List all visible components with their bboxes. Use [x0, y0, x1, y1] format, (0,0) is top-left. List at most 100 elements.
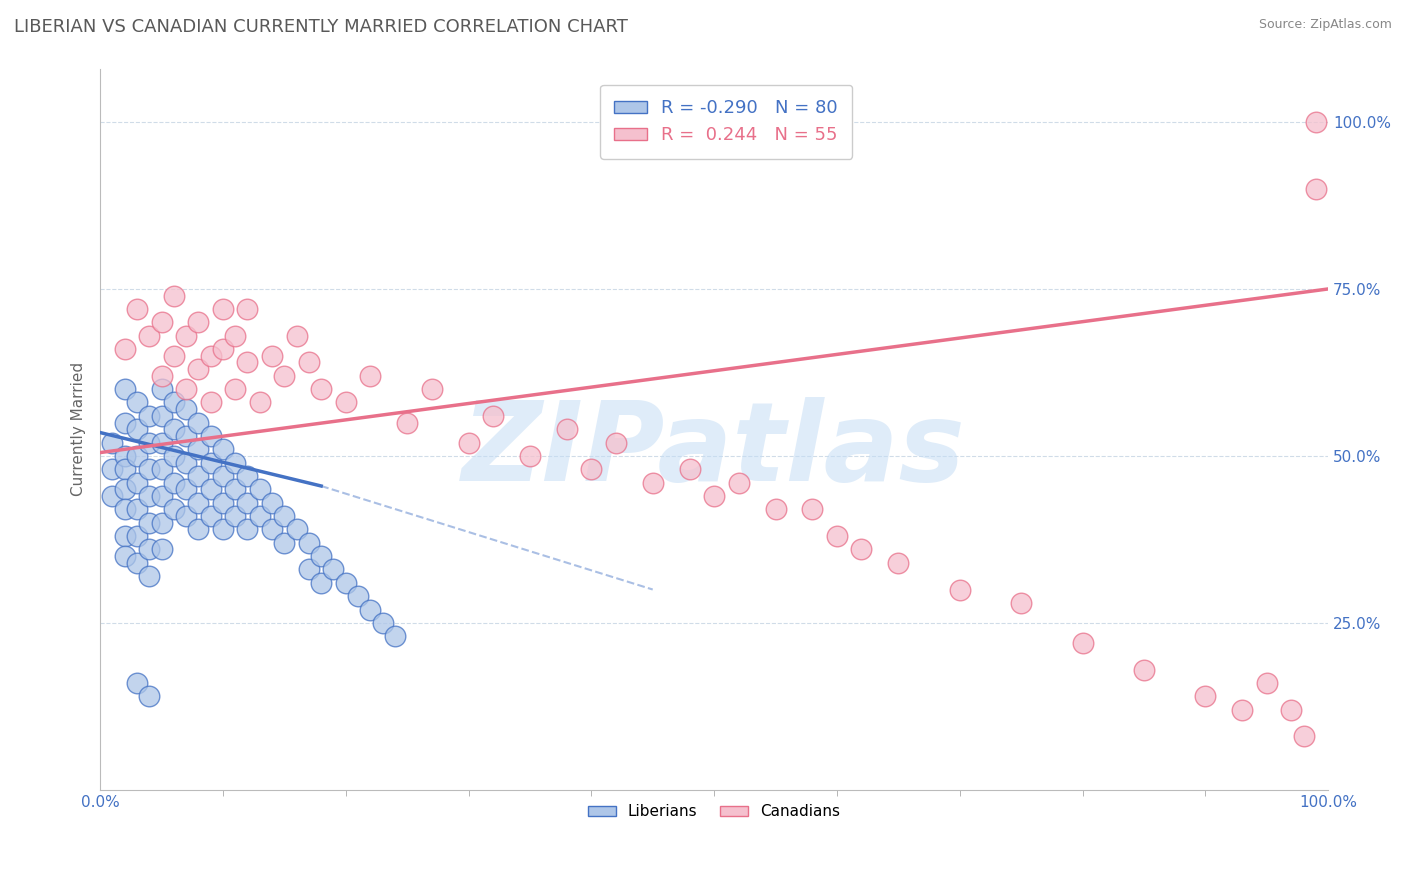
Point [174, 402, 197, 417]
Point [224, 328, 246, 343]
Point [174, 429, 197, 443]
Point [727, 475, 749, 490]
Point [224, 509, 246, 524]
Text: ZIPatlas: ZIPatlas [463, 397, 966, 504]
Point [187, 523, 209, 537]
Point [309, 575, 332, 590]
Point [260, 349, 283, 363]
Point [125, 422, 148, 436]
Point [150, 315, 173, 329]
Point [114, 342, 136, 356]
Point [1133, 663, 1156, 677]
Point [641, 475, 664, 490]
Point [200, 395, 222, 409]
Point [150, 435, 173, 450]
Point [114, 462, 136, 476]
Point [260, 523, 283, 537]
Point [249, 395, 271, 409]
Point [114, 529, 136, 543]
Point [298, 355, 321, 369]
Point [125, 449, 148, 463]
Point [851, 542, 873, 557]
Point [1256, 676, 1278, 690]
Point [150, 542, 173, 557]
Point [212, 469, 235, 483]
Point [249, 509, 271, 524]
Point [200, 429, 222, 443]
Point [887, 556, 910, 570]
Point [150, 368, 173, 383]
Point [605, 435, 627, 450]
Point [101, 489, 124, 503]
Point [212, 301, 235, 316]
Point [298, 535, 321, 549]
Point [212, 442, 235, 457]
Point [187, 442, 209, 457]
Point [482, 409, 505, 423]
Point [273, 509, 295, 524]
Point [114, 416, 136, 430]
Point [212, 523, 235, 537]
Point [125, 529, 148, 543]
Point [285, 523, 308, 537]
Point [1305, 115, 1327, 129]
Point [174, 456, 197, 470]
Point [801, 502, 824, 516]
Point [1292, 730, 1315, 744]
Point [163, 475, 186, 490]
Point [187, 416, 209, 430]
Point [212, 342, 235, 356]
Point [285, 328, 308, 343]
Point [1279, 703, 1302, 717]
Point [298, 562, 321, 576]
Point [174, 382, 197, 396]
Point [359, 368, 381, 383]
Point [236, 355, 259, 369]
Point [825, 529, 848, 543]
Point [125, 301, 148, 316]
Point [163, 349, 186, 363]
Point [224, 483, 246, 497]
Point [150, 382, 173, 396]
Point [101, 435, 124, 450]
Point [236, 496, 259, 510]
Point [150, 489, 173, 503]
Point [150, 516, 173, 530]
Point [138, 542, 160, 557]
Point [273, 368, 295, 383]
Point [347, 589, 370, 603]
Point [678, 462, 700, 476]
Point [114, 502, 136, 516]
Point [125, 395, 148, 409]
Point [174, 509, 197, 524]
Point [163, 395, 186, 409]
Point [212, 496, 235, 510]
Point [187, 362, 209, 376]
Point [273, 535, 295, 549]
Point [138, 516, 160, 530]
Point [125, 676, 148, 690]
Point [457, 435, 479, 450]
Point [114, 449, 136, 463]
Point [224, 382, 246, 396]
Point [371, 615, 394, 630]
Point [949, 582, 972, 597]
Point [125, 556, 148, 570]
Point [150, 462, 173, 476]
Point [200, 509, 222, 524]
Point [138, 569, 160, 583]
Point [420, 382, 443, 396]
Text: LIBERIAN VS CANADIAN CURRENTLY MARRIED CORRELATION CHART: LIBERIAN VS CANADIAN CURRENTLY MARRIED C… [14, 18, 628, 36]
Point [236, 523, 259, 537]
Point [765, 502, 787, 516]
Point [163, 288, 186, 302]
Point [249, 483, 271, 497]
Point [260, 496, 283, 510]
Point [309, 549, 332, 563]
Point [1010, 596, 1032, 610]
Point [163, 502, 186, 516]
Point [359, 602, 381, 616]
Point [322, 562, 344, 576]
Point [396, 416, 419, 430]
Point [138, 435, 160, 450]
